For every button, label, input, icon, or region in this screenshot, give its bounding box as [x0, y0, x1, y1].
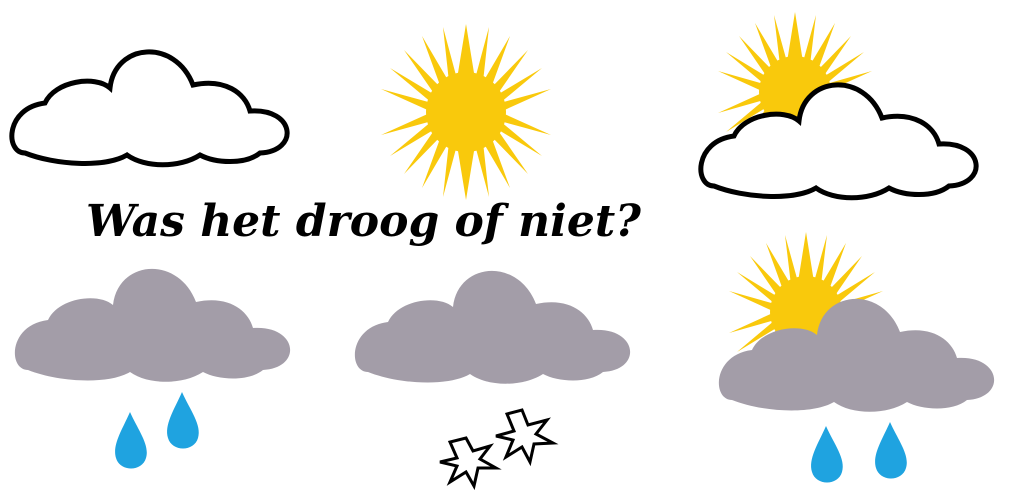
sun-shower-icon — [718, 232, 995, 483]
gray-cloud — [718, 298, 995, 412]
raindrop-icon — [115, 412, 147, 469]
sun-icon — [378, 24, 554, 200]
partly-cloudy-icon — [701, 12, 976, 198]
snow-icon — [354, 270, 631, 491]
cloud-outline — [12, 52, 287, 165]
cloud-icon — [12, 52, 287, 165]
worksheet-question-title: Was het droog of niet? — [86, 196, 641, 247]
raindrop-icon — [875, 422, 907, 479]
rain-icon — [14, 268, 291, 469]
gray-cloud — [354, 270, 631, 384]
gray-cloud — [14, 268, 291, 382]
cloud-icon — [701, 85, 976, 198]
raindrop-icon — [167, 392, 199, 449]
sun-core — [426, 72, 506, 152]
snowflake-star-icon — [439, 436, 502, 491]
snowflake-star-icon — [495, 408, 559, 467]
raindrop-icon — [811, 426, 843, 483]
